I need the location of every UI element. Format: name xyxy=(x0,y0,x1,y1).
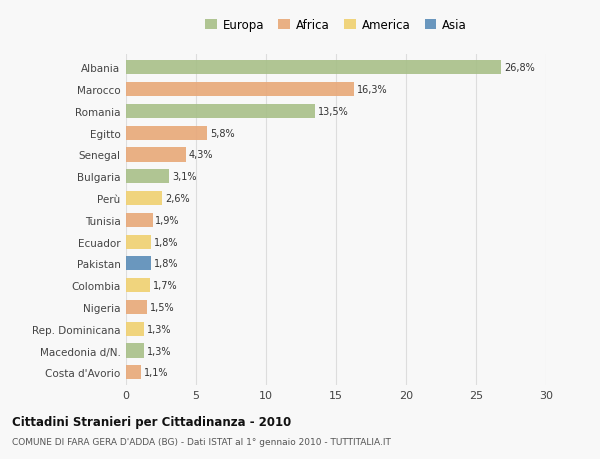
Bar xyxy=(126,300,147,314)
Text: 4,3%: 4,3% xyxy=(189,150,214,160)
Bar xyxy=(126,322,144,336)
Text: 1,9%: 1,9% xyxy=(155,215,180,225)
Text: 1,5%: 1,5% xyxy=(150,302,175,312)
Text: 13,5%: 13,5% xyxy=(318,106,349,117)
Text: 1,8%: 1,8% xyxy=(154,259,179,269)
Text: 1,3%: 1,3% xyxy=(147,324,172,334)
Text: 1,7%: 1,7% xyxy=(152,280,177,291)
Legend: Europa, Africa, America, Asia: Europa, Africa, America, Asia xyxy=(200,15,472,37)
Bar xyxy=(126,279,150,293)
Bar xyxy=(126,257,151,271)
Bar xyxy=(126,365,142,380)
Text: 16,3%: 16,3% xyxy=(357,85,388,95)
Bar xyxy=(126,213,152,227)
Text: 26,8%: 26,8% xyxy=(504,63,535,73)
Bar xyxy=(126,148,186,162)
Bar xyxy=(126,235,151,249)
Text: 5,8%: 5,8% xyxy=(210,129,235,138)
Text: 1,8%: 1,8% xyxy=(154,237,179,247)
Text: 3,1%: 3,1% xyxy=(172,172,197,182)
Bar xyxy=(126,61,501,75)
Text: Cittadini Stranieri per Cittadinanza - 2010: Cittadini Stranieri per Cittadinanza - 2… xyxy=(12,415,291,428)
Bar xyxy=(126,126,207,140)
Bar xyxy=(126,83,354,97)
Bar xyxy=(126,344,144,358)
Bar xyxy=(126,105,315,119)
Text: COMUNE DI FARA GERA D'ADDA (BG) - Dati ISTAT al 1° gennaio 2010 - TUTTITALIA.IT: COMUNE DI FARA GERA D'ADDA (BG) - Dati I… xyxy=(12,437,391,446)
Text: 1,3%: 1,3% xyxy=(147,346,172,356)
Bar xyxy=(126,170,169,184)
Text: 1,1%: 1,1% xyxy=(144,368,169,377)
Text: 2,6%: 2,6% xyxy=(165,194,190,204)
Bar xyxy=(126,191,163,206)
